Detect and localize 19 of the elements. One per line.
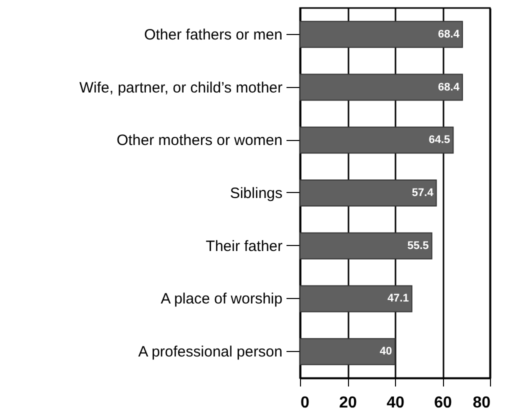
data-label: 68.4 — [438, 81, 460, 94]
data-label: 47.1 — [387, 292, 409, 305]
x-tick-label: 40 — [386, 394, 404, 412]
data-label: 57.4 — [412, 187, 434, 199]
data-label: 40 — [380, 346, 392, 358]
y-tick-label: Other mothers or women — [116, 132, 282, 150]
x-tick-label: 80 — [472, 394, 491, 412]
y-tick-label: A professional person — [138, 344, 282, 361]
x-tick-label: 0 — [300, 394, 310, 412]
data-label: 55.5 — [407, 240, 429, 252]
data-label: 68.4 — [438, 28, 460, 40]
y-tick-label: Other fathers or men — [144, 26, 282, 44]
y-tick-label: Siblings — [230, 185, 282, 202]
x-tick-label: 60 — [434, 394, 452, 412]
x-tick-label: 20 — [339, 394, 357, 412]
y-tick-label: Wife, partner, or child’s mother — [79, 79, 282, 96]
data-label: 64.5 — [428, 134, 450, 146]
y-tick-label: Their father — [206, 238, 282, 255]
y-tick-label: A place of worship — [160, 290, 282, 308]
